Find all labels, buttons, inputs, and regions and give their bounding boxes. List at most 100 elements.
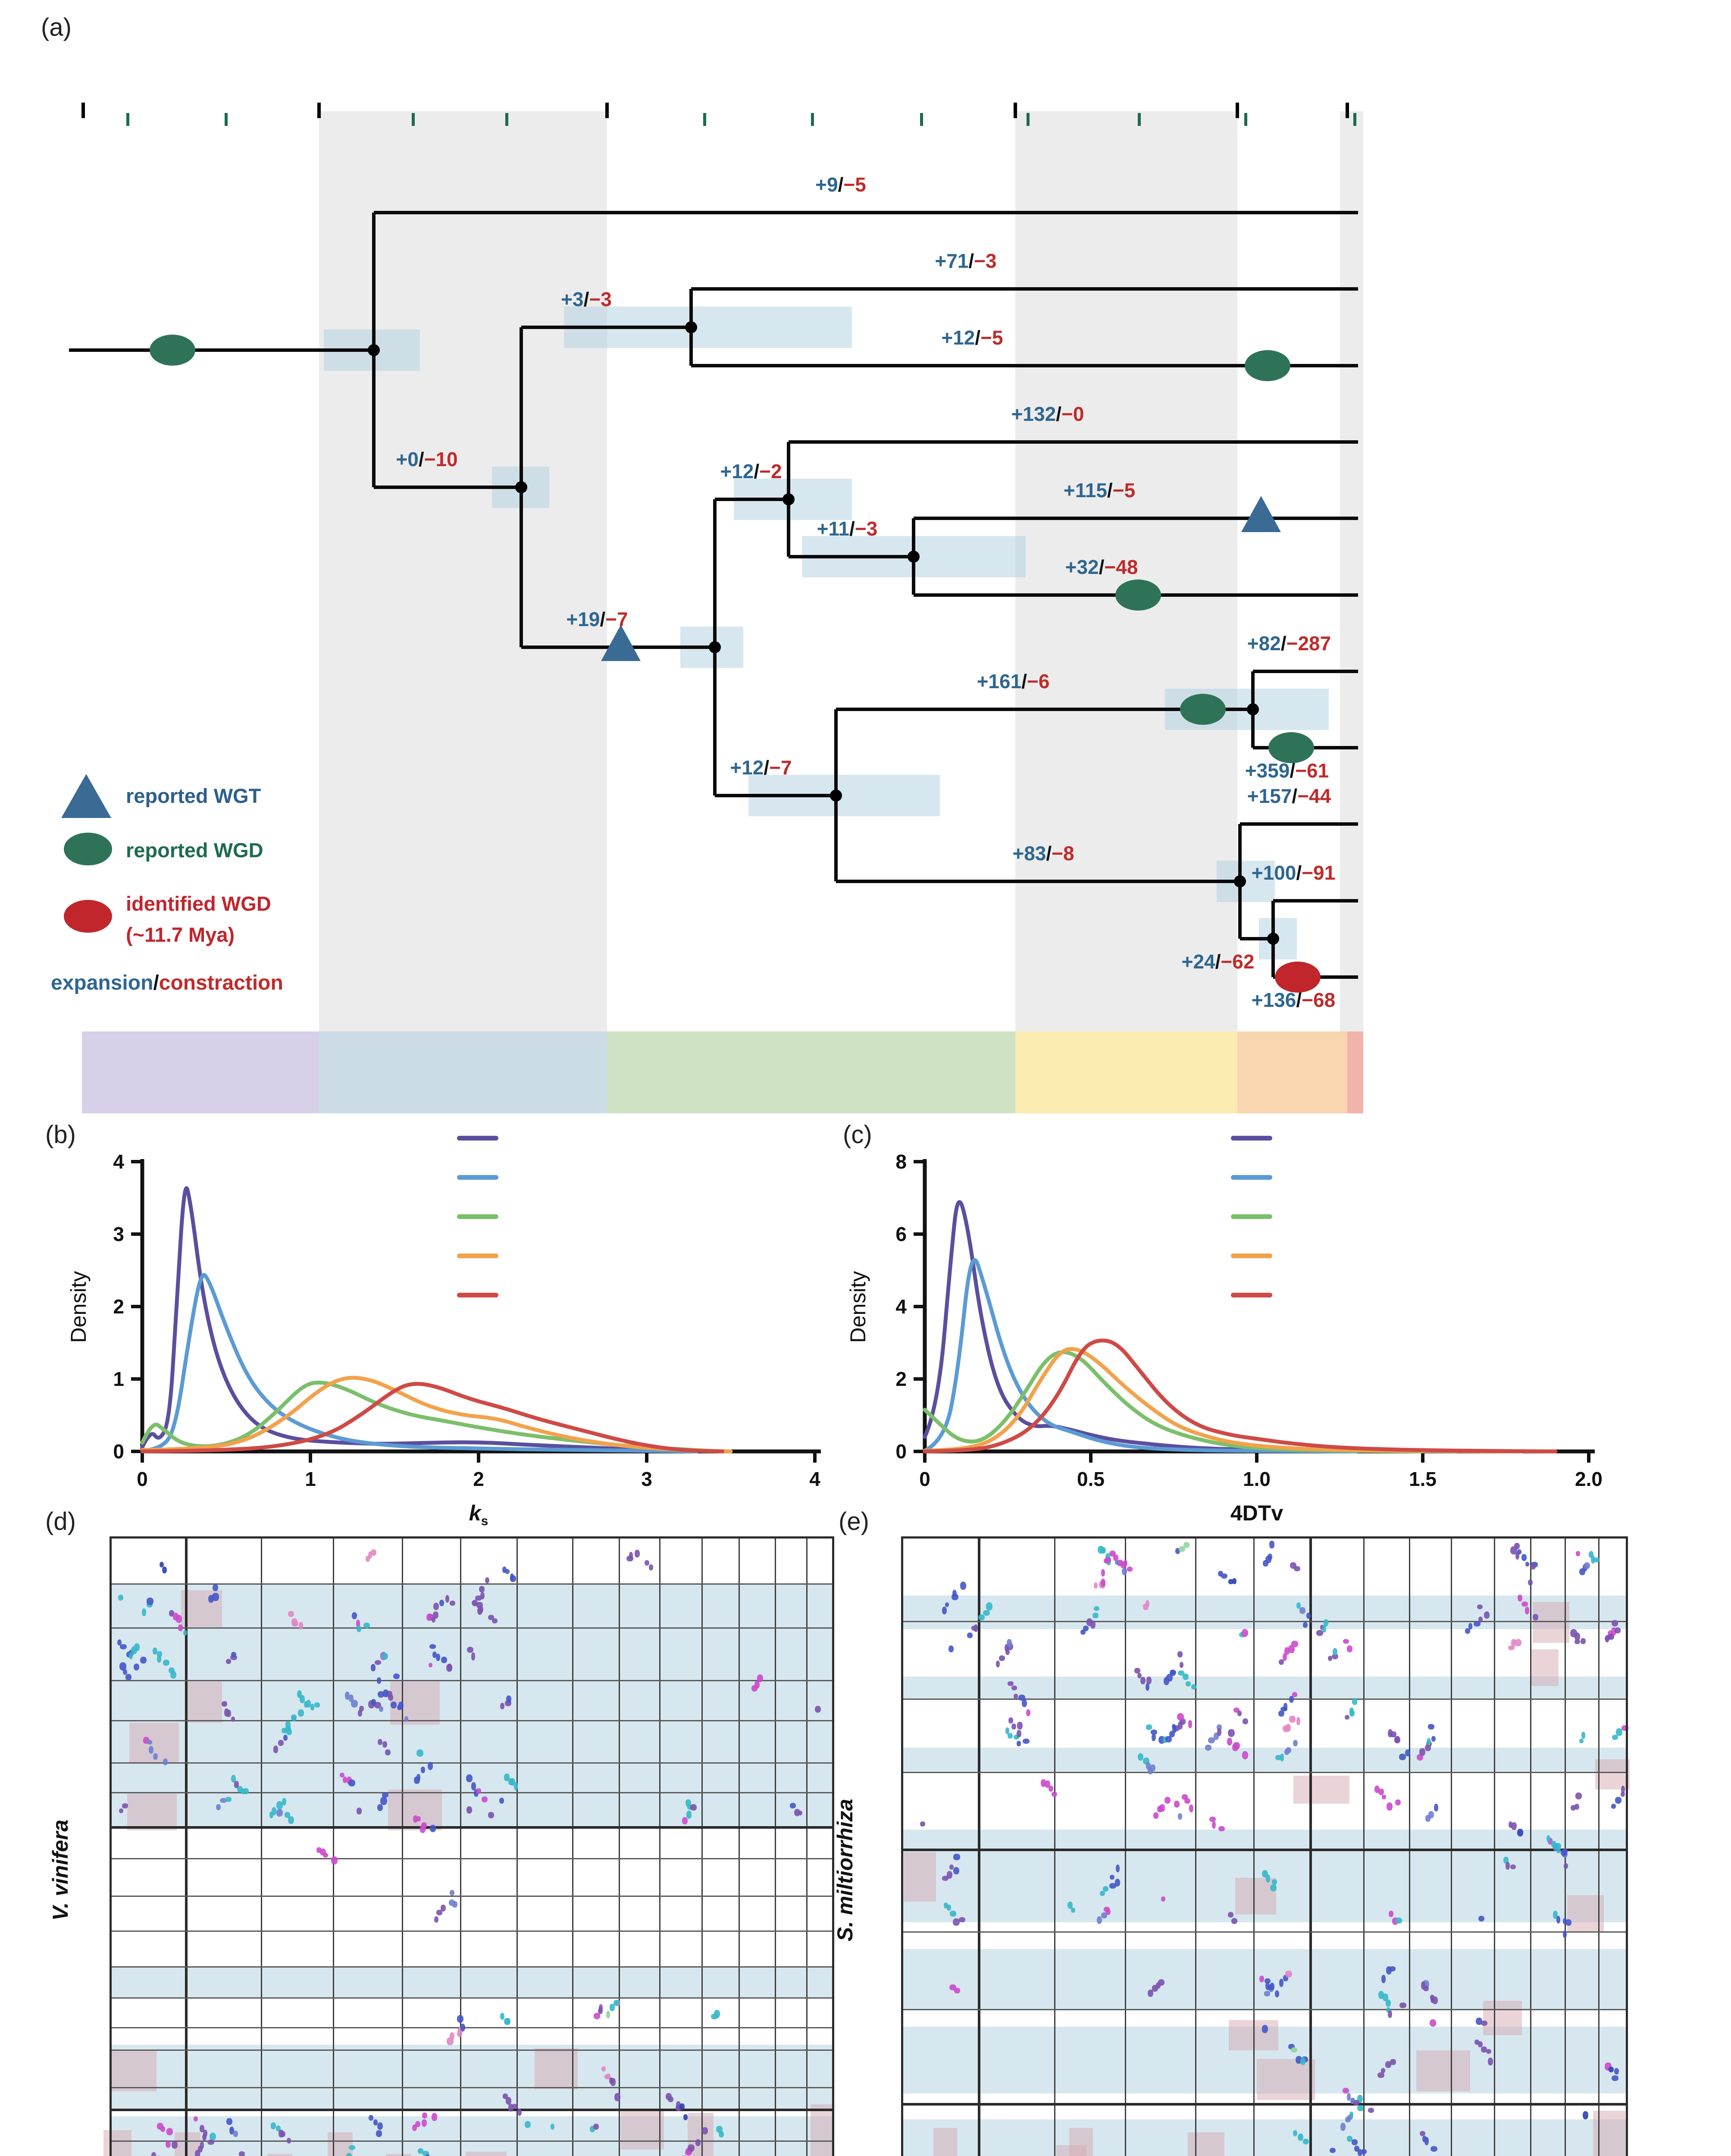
density-curve-b-1 — [140, 1273, 699, 1454]
dotplot-grid-line-h — [901, 1931, 1628, 1933]
synteny-dot — [1284, 1749, 1290, 1755]
synteny-dot — [282, 1798, 287, 1806]
synteny-dot — [1289, 1715, 1296, 1723]
synteny-dot — [383, 1689, 389, 1697]
synteny-dot — [275, 2125, 281, 2132]
synteny-dot — [606, 2010, 610, 2019]
synteny-dot — [1382, 1794, 1386, 1799]
contraction-count: −62 — [1221, 950, 1255, 973]
dotplot-highlight-box — [1416, 2050, 1470, 2091]
synteny-dot — [1368, 2108, 1374, 2113]
synteny-dot — [224, 1708, 229, 1717]
synteny-dot — [686, 1799, 691, 1807]
synteny-dot — [1105, 1909, 1111, 1915]
synteny-dot — [601, 2066, 606, 2071]
dotplot-grid-line-v — [659, 1536, 660, 2156]
synteny-dot — [1419, 1748, 1426, 1756]
synteny-dot — [194, 2116, 198, 2122]
y-tick-label: 2 — [113, 1295, 124, 1318]
synteny-dot — [472, 1599, 478, 1606]
dotplot-highlight-box — [933, 2128, 957, 2156]
dotplot-grid-line-v — [1598, 1536, 1600, 2156]
synteny-dot — [1101, 1569, 1105, 1576]
slash: / — [1021, 670, 1027, 693]
reported-wgt-triangle-icon — [1241, 496, 1281, 533]
synteny-dot — [1005, 1727, 1010, 1734]
synteny-dot — [1608, 1633, 1614, 1640]
synteny-dot — [1172, 1725, 1177, 1733]
dotplot-grid-line-v — [572, 1536, 573, 2156]
time-axis-tick — [1236, 103, 1239, 118]
synteny-dot — [416, 1749, 424, 1757]
synteny-dot — [953, 1918, 960, 1926]
synteny-dot — [1517, 1549, 1522, 1554]
synteny-dot — [1233, 1742, 1240, 1749]
synteny-dot — [500, 2013, 505, 2020]
synteny-dot — [1574, 1633, 1580, 1641]
synteny-dot — [1278, 1711, 1284, 1717]
synteny-dot — [1591, 1555, 1595, 1564]
synteny-dot — [485, 1577, 490, 1584]
synteny-dot — [1113, 1554, 1118, 1561]
synteny-dot — [376, 1677, 381, 1684]
synteny-dot — [1178, 1670, 1185, 1676]
synteny-dot — [385, 1749, 391, 1756]
synteny-dot — [1242, 1718, 1249, 1725]
synteny-dot — [1296, 1717, 1301, 1725]
expansion-count: +19 — [566, 608, 600, 631]
synteny-dot — [1105, 1557, 1111, 1563]
synteny-dot — [291, 1716, 296, 1722]
slash: / — [1296, 861, 1302, 884]
synteny-dot — [1295, 2056, 1302, 2064]
reported-wgd-ellipse-icon — [1115, 579, 1161, 611]
identified-wgd-ellipse-icon — [1275, 962, 1321, 993]
tree-branch — [691, 364, 1358, 367]
synteny-dot — [593, 2123, 599, 2130]
synteny-dot — [1017, 1722, 1023, 1730]
synteny-dot — [1017, 1730, 1021, 1738]
dotplot-highlight-box — [1567, 1895, 1604, 1932]
synteny-dot — [1026, 1709, 1031, 1717]
legend-swatch — [1231, 1253, 1272, 1258]
synteny-dot — [1186, 1681, 1191, 1687]
slash: / — [838, 173, 844, 196]
x-tick-label: 0.5 — [1077, 1468, 1105, 1490]
contraction-count: −68 — [1302, 989, 1336, 1011]
synteny-dot — [475, 1595, 482, 1601]
synteny-dot — [1218, 1570, 1223, 1577]
synteny-dot — [1300, 2057, 1306, 2065]
synteny-dot — [1104, 1907, 1110, 1912]
synteny-dot — [946, 1871, 952, 1879]
synteny-dot — [147, 1740, 152, 1745]
contraction-count: −5 — [1112, 479, 1136, 502]
contraction-count: −3 — [974, 250, 997, 273]
era-segment — [319, 1031, 607, 1113]
legend-swatch — [457, 1175, 498, 1180]
expansion-count: +0 — [396, 448, 419, 471]
legend-swatch — [1231, 1175, 1272, 1180]
time-axis-green-tick — [1138, 113, 1141, 126]
synteny-dot — [1103, 1886, 1109, 1892]
tree-node-dot — [908, 550, 920, 563]
expansion-count: +132 — [1011, 402, 1056, 425]
synteny-dot — [789, 1803, 796, 1809]
synteny-dot — [1563, 1863, 1568, 1869]
synteny-dot — [1478, 2041, 1483, 2048]
synteny-dot — [505, 2097, 512, 2105]
synteny-dot — [1188, 1720, 1193, 1728]
slash: / — [1280, 632, 1287, 655]
dotplot-highlight-box — [1188, 2132, 1224, 2156]
synteny-dot — [1189, 1804, 1194, 1812]
synteny-dot — [288, 1816, 294, 1824]
dotplot-highlight-box — [1533, 1602, 1569, 1643]
synteny-dot — [480, 1592, 485, 1600]
synteny-dot — [1468, 1623, 1473, 1630]
dotplot-highlight-box — [328, 2132, 353, 2156]
synteny-dot — [606, 2074, 611, 2080]
synteny-dot — [1515, 1551, 1519, 1560]
synteny-dot — [373, 2119, 378, 2125]
synteny-dot — [1612, 1734, 1618, 1740]
synteny-dot — [1271, 1879, 1277, 1885]
synteny-dot — [978, 1614, 985, 1621]
expansion-count: +83 — [1012, 842, 1046, 865]
